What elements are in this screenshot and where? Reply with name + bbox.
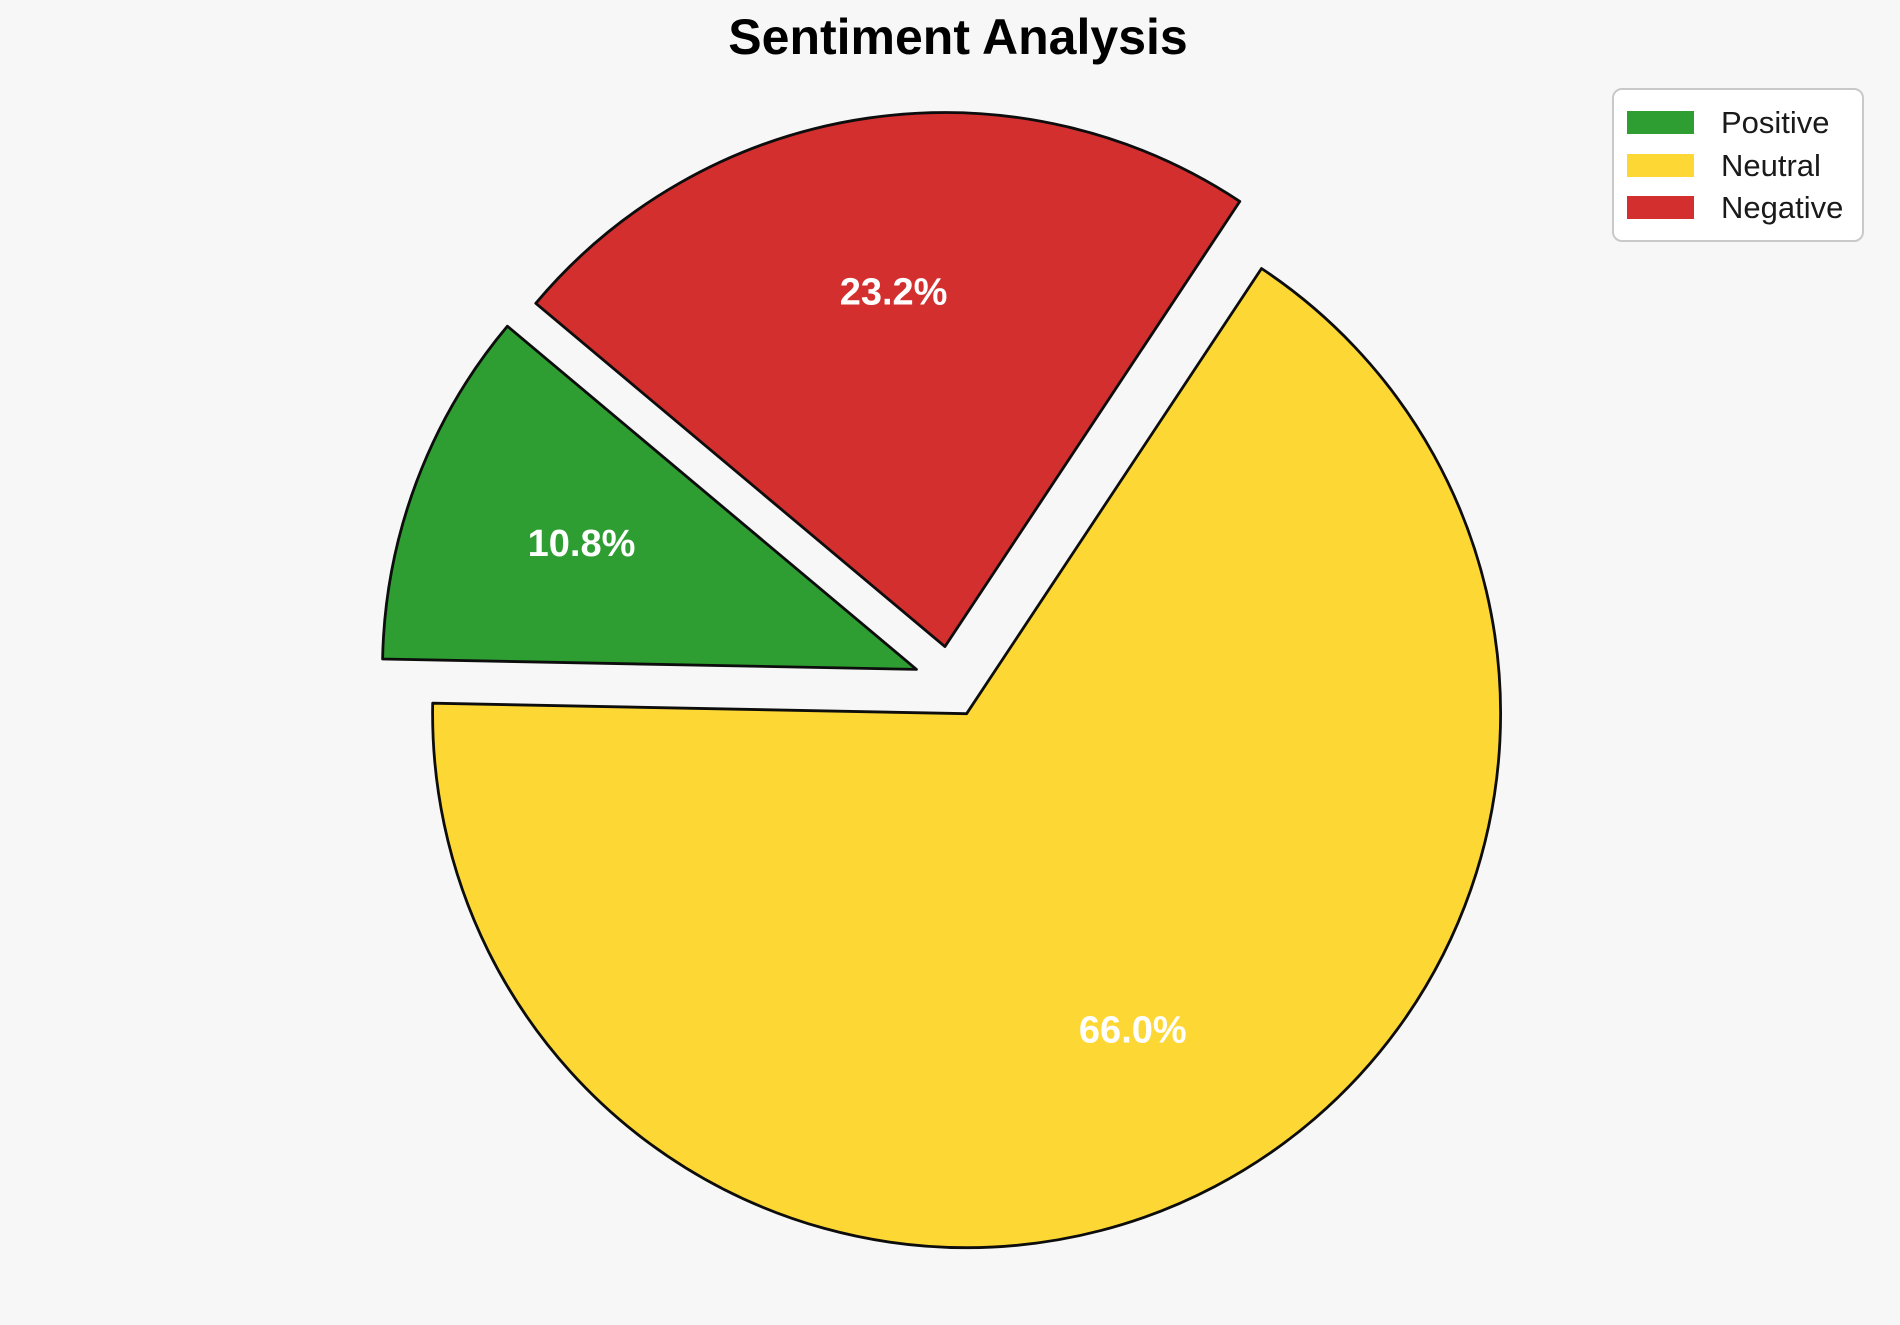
legend: Positive Neutral Negative — [1612, 88, 1864, 242]
pie-label-positive: 10.8% — [528, 523, 636, 565]
pie-slice-neutral — [431, 267, 1502, 1250]
legend-swatch-neutral — [1627, 153, 1694, 177]
chart-title: Sentiment Analysis — [728, 9, 1188, 65]
pie-slice-negative — [534, 111, 1242, 648]
pie-label-negative: 23.2% — [840, 272, 948, 314]
legend-item-neutral: Neutral — [1627, 150, 1852, 181]
legend-label-negative: Negative — [1721, 189, 1844, 225]
legend-swatch-positive — [1627, 111, 1694, 135]
legend-label-positive: Positive — [1721, 105, 1830, 141]
pie-slice-positive — [381, 324, 918, 671]
legend-swatch-negative — [1627, 195, 1694, 219]
legend-item-negative: Negative — [1627, 192, 1852, 223]
legend-item-positive: Positive — [1627, 107, 1852, 138]
pie-label-neutral: 66.0% — [1079, 1010, 1187, 1052]
legend-label-neutral: Neutral — [1721, 147, 1821, 183]
